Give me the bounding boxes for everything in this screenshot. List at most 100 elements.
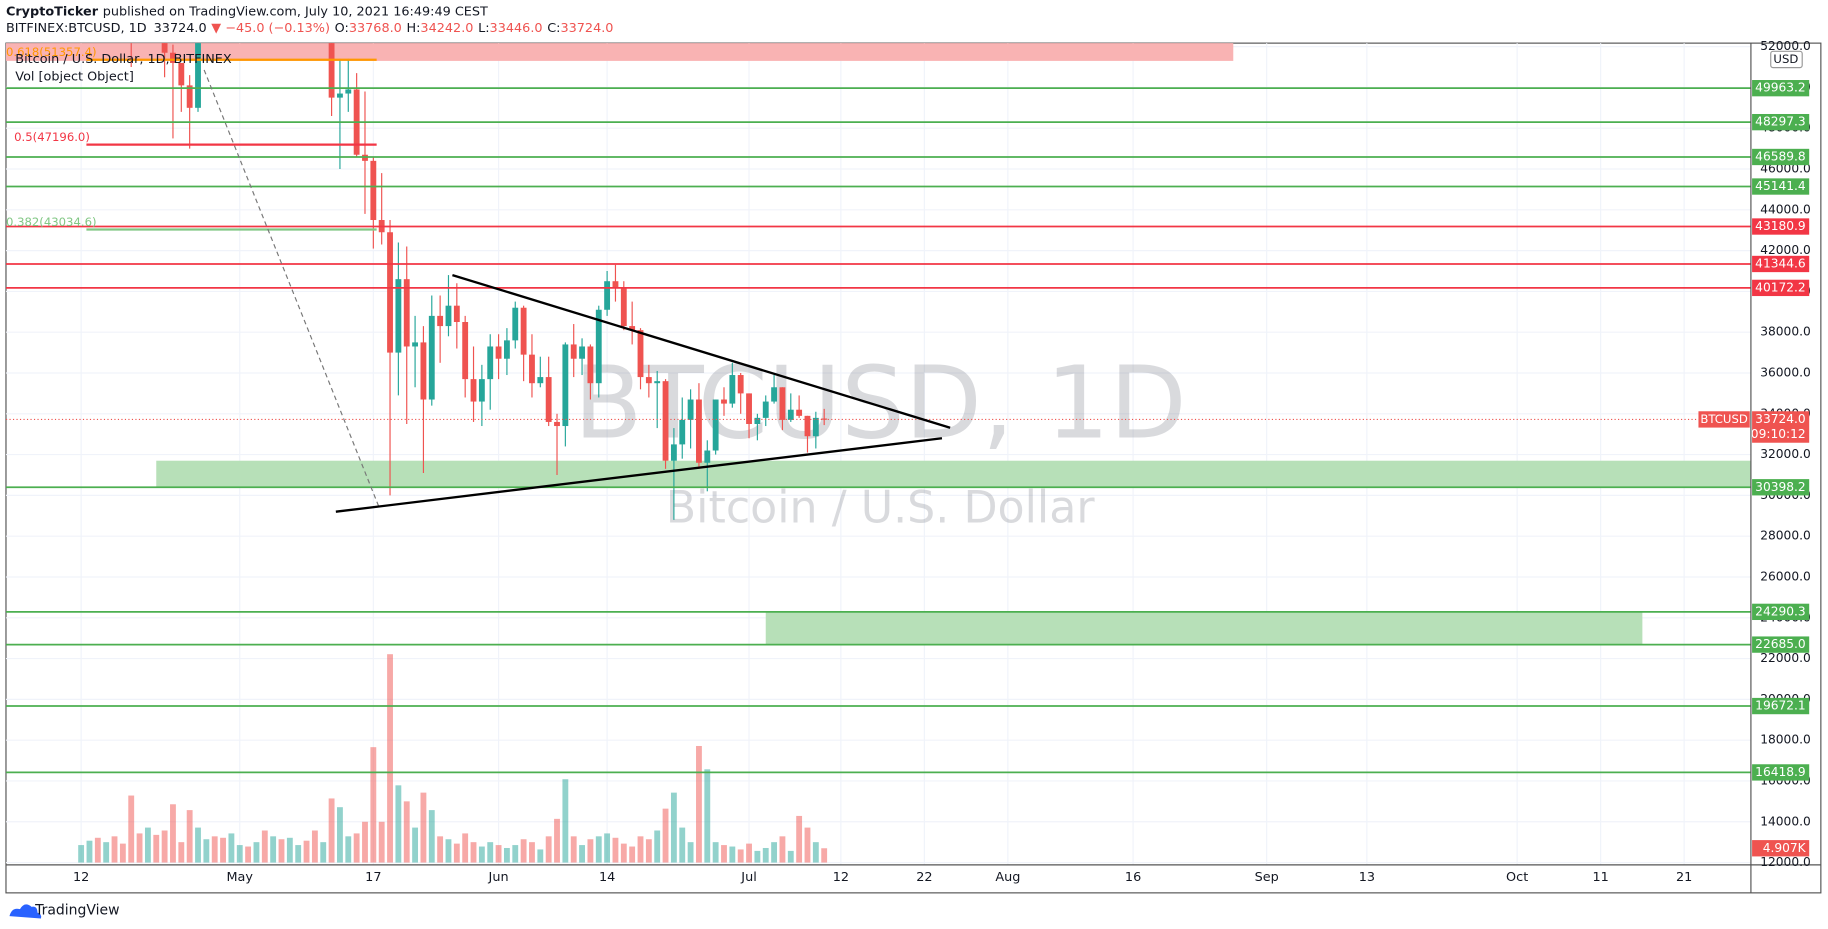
candle-body (612, 281, 619, 288)
zones (5, 43, 1751, 645)
volume-bar (771, 842, 778, 863)
symbol-box (1698, 411, 1750, 428)
level-label-box (1752, 603, 1810, 621)
volume-bar (128, 795, 135, 863)
volume-bar (729, 846, 736, 863)
published: published on TradingView.com, July 10, 2… (103, 4, 488, 19)
volume-bar (645, 839, 652, 863)
x-tick-label: May (227, 870, 254, 885)
level-label-box (1752, 279, 1810, 297)
volume-bar (654, 830, 661, 863)
volume-bar (737, 849, 744, 863)
volume-bar (303, 840, 310, 863)
currency: USD (1773, 52, 1798, 66)
volume-bar (153, 834, 160, 863)
volume-bar (170, 804, 176, 863)
volume-bar (512, 845, 519, 863)
level-label-box (1752, 255, 1810, 273)
ohlc-value: 34242.0 (420, 20, 473, 35)
candle-body (645, 377, 652, 384)
y-tick-label: 18000.0 (1760, 733, 1811, 747)
volume-bar (779, 836, 786, 863)
level-label-box (1752, 697, 1810, 715)
volume-bar (370, 747, 377, 863)
fib-label: 0.618(51357.4) (6, 45, 97, 59)
x-tick-label: Sep (1255, 870, 1279, 885)
volume-bar (270, 836, 277, 863)
zone (156, 460, 1751, 488)
volume-bar (712, 842, 719, 863)
ohlc-label: L: (478, 20, 489, 35)
candle-body (195, 43, 201, 108)
level-label-box (1752, 218, 1810, 235)
header-line2: BITFINEX:BTCUSD, 1D 33724.0 ▼ −45.0 (−0.13… (6, 20, 613, 35)
logo (9, 904, 42, 919)
volume-bar (520, 839, 527, 863)
candle-body (328, 43, 335, 98)
volume-bar (278, 839, 285, 863)
level-label: 48297.3 (1755, 115, 1806, 129)
x-tick-label: Oct (1506, 870, 1528, 885)
candle-body (737, 375, 744, 394)
volume-bar (503, 847, 510, 863)
volume-bar (462, 833, 469, 863)
volume-bar (562, 779, 569, 863)
x-tick-label: 22 (916, 870, 932, 885)
volume-pane (78, 654, 828, 863)
volume-bar (721, 845, 727, 863)
x-tick-label: 11 (1592, 870, 1608, 885)
volume-bar (261, 830, 268, 863)
currency-box (1770, 50, 1803, 69)
volume-bar (804, 827, 811, 863)
candle-body (453, 305, 460, 323)
candle-body (520, 307, 527, 355)
level-label-box (1752, 178, 1810, 195)
volume-bar (161, 830, 168, 863)
x-tick-label: Jun (488, 870, 509, 885)
candle-body (337, 93, 343, 98)
x-tick-label: 21 (1676, 870, 1692, 885)
candle-body (696, 399, 702, 463)
level-label-box (1752, 113, 1810, 131)
symbol-label: BTCUSD (1700, 412, 1747, 426)
y-tick-label: 22000.0 (1760, 651, 1811, 665)
volume-bar (612, 837, 619, 863)
candle-body (712, 399, 719, 451)
candle-body (687, 399, 694, 420)
candle-body (804, 415, 811, 437)
fib-label: 0.382(43034.6) (6, 215, 97, 229)
level-label: 46589.8 (1755, 149, 1806, 163)
candle-body (620, 287, 627, 327)
level-label-box (1752, 148, 1810, 166)
candle-body (345, 89, 352, 94)
candle-body (428, 315, 435, 400)
volume-bar (529, 842, 535, 863)
lower-trendline (335, 437, 943, 513)
volume-bar (395, 785, 402, 863)
level-label: 22685.0 (1755, 637, 1806, 651)
volume-bar (679, 827, 686, 863)
ohlc-label: O: (335, 20, 349, 35)
volume-bar (796, 815, 803, 863)
candle-body (462, 322, 469, 380)
volume-bar (537, 849, 544, 863)
volume-bar (746, 843, 752, 863)
level-label: 16418.9 (1755, 765, 1806, 779)
volume-bar (687, 842, 694, 863)
volume-bar (637, 836, 644, 863)
header-line1: CryptoTicker published on TradingView.com… (6, 4, 488, 19)
candle-body (503, 340, 510, 359)
volume-bar (144, 827, 151, 863)
volume-bar (320, 842, 327, 863)
volume-bar (94, 837, 101, 863)
upper-trendline (452, 273, 951, 429)
last-price-label: 33724.0 (1755, 412, 1806, 426)
volume-bar (345, 836, 352, 863)
volume-bar (211, 836, 218, 863)
change: ▼ −45.0 (−0.13%) (211, 20, 330, 35)
volume-bar (762, 847, 769, 863)
level-label: 19672.1 (1755, 699, 1806, 713)
candle-body (779, 387, 786, 420)
volume-bar (412, 827, 419, 863)
volume-bar (236, 845, 243, 863)
